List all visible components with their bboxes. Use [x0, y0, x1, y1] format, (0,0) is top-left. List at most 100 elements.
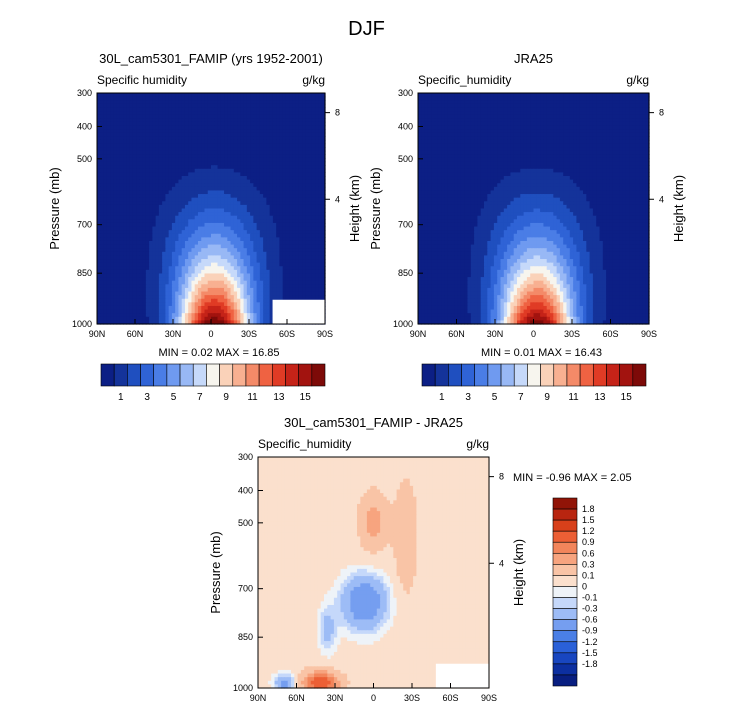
heatmap-cell	[240, 172, 245, 177]
heatmap-cell	[136, 287, 140, 293]
heatmap-cell	[162, 266, 166, 271]
heatmap-cell	[269, 111, 274, 116]
heatmap-cell	[279, 226, 284, 231]
heatmap-cell	[266, 248, 271, 253]
heatmap-cell	[126, 320, 131, 325]
heatmap-cell	[106, 93, 111, 98]
heatmap-cell	[230, 295, 235, 300]
heatmap-cell	[246, 147, 251, 152]
heatmap-cell	[526, 111, 531, 116]
heatmap-cell	[308, 266, 313, 271]
heatmap-cell	[220, 230, 225, 235]
heatmap-cell	[315, 121, 320, 127]
heatmap-cell	[211, 287, 215, 293]
heatmap-cell	[191, 277, 196, 282]
heatmap-cell	[149, 212, 153, 217]
heatmap-cell	[311, 118, 316, 123]
heatmap-cell	[302, 266, 307, 271]
heatmap-cell	[145, 132, 150, 137]
heatmap-cell	[100, 100, 105, 105]
heatmap-cell	[546, 107, 551, 112]
heatmap-cell	[155, 100, 160, 105]
heatmap-cell	[142, 208, 147, 213]
heatmap-cell	[181, 291, 186, 296]
heatmap-cell	[113, 219, 118, 224]
heatmap-cell	[100, 273, 105, 278]
heatmap-cell	[269, 291, 274, 296]
heatmap-cell	[194, 147, 199, 152]
heatmap-cell	[152, 259, 157, 264]
heatmap-cell	[305, 269, 310, 275]
heatmap-cell	[272, 136, 277, 141]
heatmap-cell	[276, 233, 280, 238]
heatmap-cell	[155, 251, 160, 257]
heatmap-cell	[321, 111, 326, 116]
heatmap-cell	[237, 251, 241, 257]
heatmap-cell	[500, 111, 505, 116]
heatmap-cell	[132, 240, 137, 246]
heatmap-cell	[315, 197, 320, 202]
heatmap-cell	[263, 161, 267, 166]
heatmap-cell	[97, 136, 101, 141]
heatmap-cell	[259, 143, 264, 148]
heatmap-cell	[250, 165, 254, 170]
heatmap-cell	[311, 269, 316, 275]
heatmap-cell	[126, 197, 131, 202]
heatmap-cell	[256, 233, 261, 238]
heatmap-cell	[214, 240, 219, 246]
heatmap-cell	[165, 114, 170, 119]
heatmap-cell	[500, 103, 505, 109]
heatmap-cell	[204, 204, 209, 210]
heatmap-cell	[276, 96, 280, 101]
heatmap-cell	[305, 233, 310, 238]
heatmap-cell	[321, 287, 326, 293]
height-tick-label: 8	[335, 108, 340, 118]
heatmap-cell	[295, 262, 300, 267]
heatmap-cell	[116, 103, 121, 109]
heatmap-cell	[155, 121, 160, 127]
heatmap-cell	[152, 280, 157, 285]
missing-data-region	[272, 299, 325, 324]
heatmap-cell	[214, 132, 219, 137]
heatmap-cell	[165, 157, 170, 163]
heatmap-cell	[227, 165, 232, 170]
heatmap-cell	[302, 121, 307, 127]
heatmap-cell	[583, 93, 587, 98]
heatmap-cell	[145, 107, 150, 112]
heatmap-cell	[106, 154, 111, 159]
heatmap-cell	[233, 244, 238, 249]
heatmap-cell	[136, 305, 140, 311]
heatmap-cell	[132, 251, 137, 257]
heatmap-cell	[217, 240, 222, 246]
heatmap-cell	[103, 154, 108, 159]
heatmap-cell	[188, 269, 193, 275]
heatmap-cell	[302, 96, 307, 101]
heatmap-cell	[139, 168, 144, 174]
heatmap-cell	[269, 143, 274, 148]
heatmap-cell	[191, 143, 196, 148]
heatmap-cell	[302, 237, 307, 242]
heatmap-cell	[321, 125, 326, 130]
heatmap-cell	[302, 183, 307, 188]
heatmap-cell	[211, 136, 215, 141]
heatmap-cell	[292, 179, 297, 184]
heatmap-cell	[256, 320, 261, 325]
heatmap-cell	[211, 197, 215, 202]
heatmap-cell	[165, 139, 170, 145]
heatmap-cell	[289, 143, 294, 148]
heatmap-cell	[204, 190, 209, 195]
heatmap-cell	[321, 190, 326, 195]
heatmap-cell	[204, 121, 209, 127]
heatmap-cell	[106, 139, 111, 145]
heatmap-cell	[302, 230, 307, 235]
heatmap-cell	[263, 277, 267, 282]
heatmap-cell	[158, 302, 163, 307]
heatmap-cell	[269, 147, 274, 152]
heatmap-cell	[123, 194, 127, 199]
heatmap-cell	[155, 222, 160, 228]
heatmap-cell	[181, 248, 186, 253]
heatmap-cell	[188, 248, 193, 253]
heatmap-cell	[233, 136, 238, 141]
heatmap-cell	[211, 298, 215, 303]
heatmap-cell	[503, 111, 508, 116]
